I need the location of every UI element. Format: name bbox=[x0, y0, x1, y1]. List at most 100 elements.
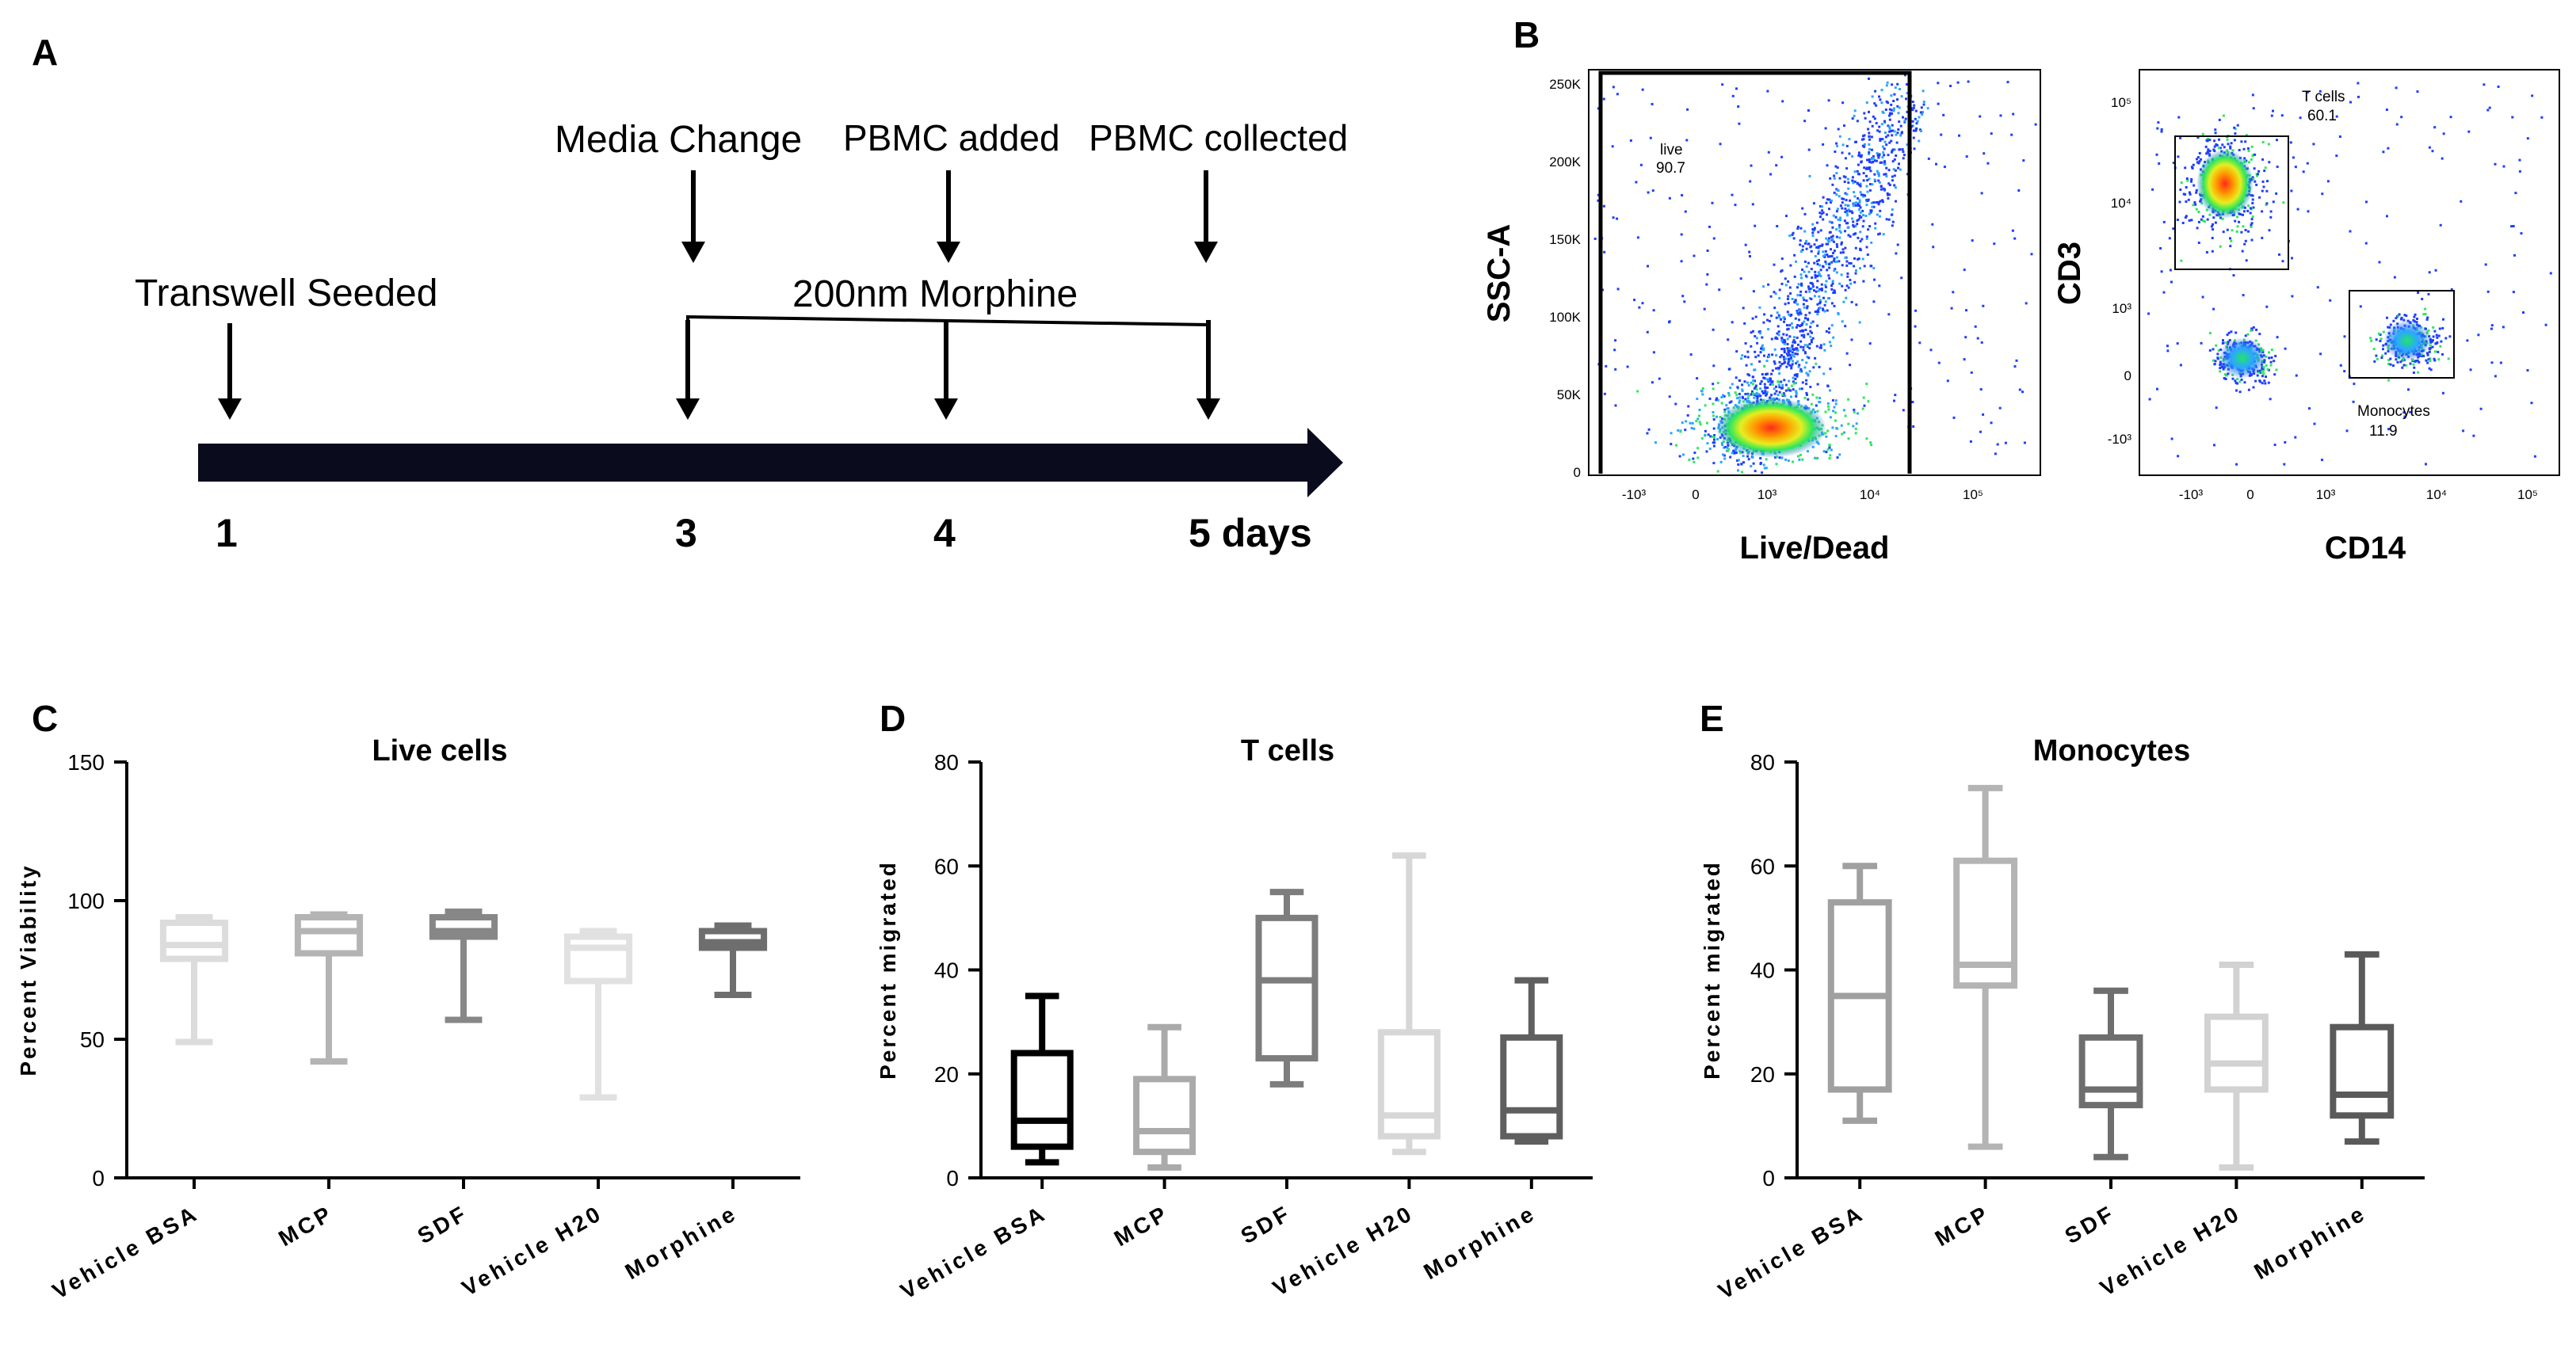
event-dot bbox=[1817, 250, 1820, 253]
event-dot bbox=[1849, 282, 1853, 285]
event-dot bbox=[1841, 207, 1844, 210]
event-dot bbox=[1763, 383, 1766, 386]
event-dot bbox=[2216, 352, 2219, 356]
event-dot bbox=[2514, 192, 2517, 195]
event-dot bbox=[1818, 301, 1822, 304]
event-dot bbox=[1708, 225, 1711, 228]
event-dot bbox=[1809, 386, 1812, 388]
event-dot bbox=[1885, 143, 1888, 147]
event-dot bbox=[2375, 338, 2378, 341]
event-dot bbox=[1874, 222, 1877, 225]
iqr-box bbox=[2330, 1023, 2395, 1119]
event-dot bbox=[1647, 191, 1650, 194]
event-dot bbox=[1768, 355, 1771, 358]
event-dot bbox=[1769, 295, 1773, 298]
event-dot bbox=[1800, 282, 1803, 285]
event-dot bbox=[2242, 213, 2244, 216]
event-dot bbox=[1868, 177, 1871, 181]
event-dot bbox=[1880, 188, 1883, 191]
event-dot bbox=[1755, 337, 1758, 340]
event-dot bbox=[1890, 103, 1893, 106]
event-dot bbox=[1722, 394, 1724, 397]
event-dot bbox=[1878, 181, 1881, 184]
event-dot bbox=[2427, 358, 2430, 361]
event-dot bbox=[2159, 247, 2162, 250]
event-dot bbox=[1845, 211, 1849, 215]
event-dot bbox=[1903, 74, 1906, 77]
event-dot bbox=[1921, 113, 1924, 116]
event-dot bbox=[2251, 198, 2254, 201]
event-dot bbox=[1914, 325, 1917, 328]
event-dot bbox=[1844, 211, 1847, 213]
event-dot bbox=[2213, 150, 2216, 152]
event-dot bbox=[2197, 162, 2200, 165]
event-dot bbox=[1830, 345, 1833, 348]
event-dot bbox=[2290, 189, 2293, 192]
event-dot bbox=[1813, 243, 1816, 246]
event-dot bbox=[1712, 364, 1715, 368]
event-dot bbox=[1756, 341, 1759, 345]
event-dot bbox=[1837, 128, 1840, 131]
event-dot bbox=[2169, 269, 2172, 272]
event-dot bbox=[1876, 154, 1880, 157]
event-dot bbox=[1740, 357, 1743, 360]
event-dot bbox=[1887, 218, 1891, 221]
event-dot bbox=[1796, 294, 1799, 297]
event-dot bbox=[1825, 237, 1828, 240]
event-dot bbox=[1818, 288, 1822, 291]
panel-label-d: D bbox=[880, 698, 906, 739]
event-dot bbox=[1738, 392, 1741, 395]
event-dot bbox=[1825, 330, 1828, 333]
event-dot bbox=[1819, 229, 1822, 232]
event-dot bbox=[1755, 388, 1758, 391]
event-dot bbox=[1757, 354, 1760, 357]
event-dot bbox=[2372, 348, 2376, 351]
event-dot bbox=[1782, 316, 1785, 319]
event-dot bbox=[1877, 156, 1880, 159]
event-dot bbox=[2250, 223, 2253, 227]
event-dot bbox=[2353, 383, 2356, 386]
event-dot bbox=[2212, 223, 2214, 226]
event-dot bbox=[1841, 201, 1844, 204]
event-dot bbox=[1809, 246, 1812, 249]
event-dot bbox=[1741, 354, 1744, 357]
event-dot bbox=[1976, 337, 1979, 340]
event-dot bbox=[2218, 118, 2221, 121]
event-dot bbox=[1786, 347, 1789, 350]
event-dot bbox=[2449, 116, 2452, 119]
event-dot bbox=[2357, 95, 2360, 98]
event-dot bbox=[1802, 345, 1805, 349]
event-dot bbox=[1830, 302, 1834, 305]
event-dot bbox=[1818, 397, 1821, 399]
event-dot bbox=[1820, 244, 1823, 247]
event-dot bbox=[1788, 335, 1792, 338]
event-dot bbox=[1818, 245, 1822, 248]
iqr-box bbox=[1010, 1050, 1074, 1150]
event-dot bbox=[1872, 154, 1875, 158]
event-dot bbox=[1751, 383, 1754, 386]
day-4-label: 4 bbox=[933, 511, 956, 555]
event-dot bbox=[1914, 309, 1918, 312]
event-dot bbox=[1812, 366, 1815, 369]
event-dot bbox=[1863, 404, 1866, 407]
event-dot bbox=[1781, 100, 1784, 103]
event-dot bbox=[2395, 86, 2398, 90]
event-dot bbox=[1866, 179, 1869, 181]
event-dot bbox=[1760, 380, 1763, 383]
event-dot bbox=[2254, 153, 2257, 156]
event-dot bbox=[1734, 204, 1737, 207]
event-dot bbox=[1835, 172, 1838, 174]
event-dot bbox=[1778, 456, 1781, 459]
event-dot bbox=[1746, 392, 1750, 395]
iqr-box bbox=[1377, 1029, 1441, 1140]
event-dot bbox=[1854, 432, 1857, 435]
event-dot bbox=[1780, 363, 1784, 365]
event-dot bbox=[1597, 193, 1600, 196]
svg-text:10³: 10³ bbox=[2112, 301, 2131, 316]
event-dot bbox=[1891, 220, 1895, 223]
cd14-x-ticks: -10³ 0 10³ 10⁴ 10⁵ bbox=[2179, 487, 2538, 502]
event-dot bbox=[1869, 183, 1872, 185]
event-dot bbox=[1817, 231, 1820, 234]
event-dot bbox=[1858, 201, 1861, 204]
event-dot bbox=[1720, 402, 1723, 405]
